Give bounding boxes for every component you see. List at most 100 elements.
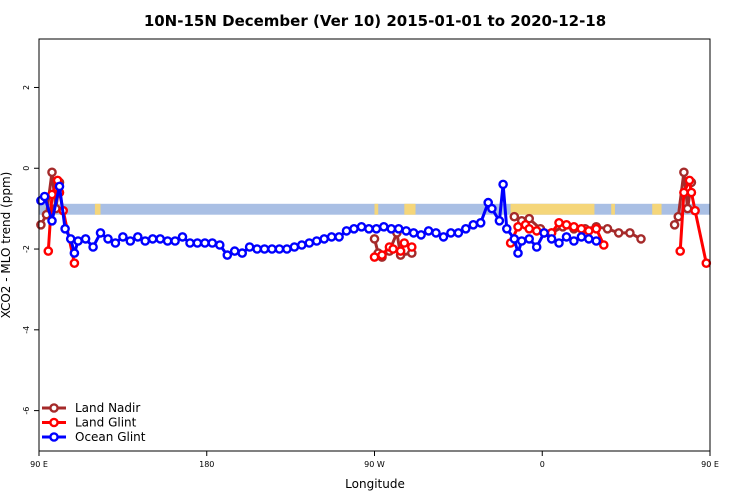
land-segment: [652, 203, 662, 215]
land-glint-point: [576, 223, 587, 234]
ocean-glint-point: [319, 234, 330, 244]
ocean-glint-point: [438, 232, 449, 242]
ocean-glint-point: [431, 228, 441, 238]
land-nadir-point: [47, 167, 57, 178]
land-glint-point: [406, 242, 417, 252]
land-glint-point: [395, 246, 406, 256]
land-glint-point: [675, 246, 686, 256]
x-tick-label: 90 E: [30, 460, 48, 469]
ocean-glint-point: [393, 223, 404, 234]
ocean-glint-point: [95, 228, 106, 238]
land-nadir-point: [682, 203, 693, 214]
ocean-glint-point: [118, 232, 128, 242]
ocean-glint-point: [177, 232, 188, 242]
ocean-glint-point: [446, 228, 456, 238]
ocean-glint-point: [214, 240, 225, 250]
ocean-glint-point: [584, 234, 594, 244]
land-nadir-point: [636, 234, 646, 244]
ocean-glint-point: [513, 248, 523, 258]
land-segment: [94, 203, 101, 215]
ocean-glint-point: [259, 244, 270, 254]
land-nadir-point: [625, 228, 635, 238]
y-tick-label: 0: [22, 166, 31, 171]
land-segment: [404, 203, 416, 215]
ocean-glint-point: [39, 191, 50, 202]
y-tick-label: -6: [22, 407, 31, 415]
land-glint-point: [679, 187, 689, 198]
land-glint-point: [686, 187, 697, 198]
land-nadir-point: [613, 228, 624, 238]
ocean-glint-point: [311, 236, 322, 246]
ocean-glint-point: [386, 223, 397, 234]
ocean-glint-point: [65, 234, 76, 244]
ocean-glint-point: [509, 234, 520, 244]
ocean-glint-point: [539, 228, 549, 238]
ocean-glint-point: [222, 250, 233, 260]
land-glint-point: [388, 244, 398, 254]
x-tick-label: 90 E: [701, 460, 719, 469]
land-glint-line: [678, 178, 708, 264]
ocean-glint-point: [546, 234, 557, 244]
land-glint-point: [554, 217, 564, 228]
ocean-glint-point: [69, 248, 80, 258]
land-glint-point: [524, 223, 535, 234]
land-glint-point: [47, 189, 57, 200]
ocean-glint-point: [162, 236, 173, 246]
ocean-glint-point: [356, 221, 367, 232]
x-tick-label: 90 W: [364, 460, 385, 469]
land-segment: [611, 203, 615, 215]
ocean-glint-point: [237, 248, 247, 258]
ocean-glint-point: [282, 244, 292, 254]
ocean-glint-legend-marker: [49, 432, 59, 442]
ocean-glint-point: [80, 234, 91, 244]
ocean-glint-point: [531, 242, 542, 252]
land-nadir-legend-marker: [49, 403, 59, 413]
land-nadir-point: [36, 219, 46, 230]
ocean-glint-point: [289, 242, 300, 252]
ocean-glint-point: [304, 238, 315, 248]
ocean-glint-legend-label: Ocean Glint: [75, 430, 146, 444]
ocean-glint-point: [378, 221, 389, 232]
ocean-glint-point: [274, 244, 285, 254]
ocean-glint-point: [569, 236, 579, 246]
y-tick-label: 2: [22, 85, 31, 90]
land-glint-point: [43, 246, 54, 256]
land-glint-point: [399, 238, 410, 248]
y-tick-label: -2: [22, 245, 31, 253]
ocean-glint-point: [475, 217, 486, 228]
land-nadir-point: [602, 223, 613, 234]
x-tick-label: 180: [199, 460, 214, 469]
series-layer: [36, 167, 712, 269]
ocean-glint-point: [47, 215, 57, 226]
ocean-glint-point: [267, 244, 277, 254]
ocean-glint-point: [140, 236, 150, 246]
land-segment: [374, 203, 379, 215]
ocean-glint-point: [498, 179, 508, 190]
ocean-glint-point: [132, 232, 143, 242]
land-glint-point: [569, 221, 579, 232]
ocean-glint-point: [125, 236, 136, 246]
ocean-glint-point: [468, 219, 479, 230]
ocean-glint-point: [371, 223, 382, 234]
land-glint-point: [684, 175, 695, 186]
ocean-glint-point: [349, 223, 359, 234]
y-tick-label: -4: [22, 326, 31, 334]
ocean-glint-point: [494, 215, 505, 226]
ocean-glint-point: [334, 232, 344, 242]
ocean-glint-point: [244, 242, 255, 252]
ocean-glint-point: [88, 242, 98, 252]
land-nadir-point: [509, 211, 520, 222]
ocean-glint-point: [524, 234, 535, 244]
land-glint-point: [377, 250, 387, 260]
land-glint-point: [561, 219, 572, 230]
land-glint-point: [369, 252, 380, 262]
x-axis-label: Longitude: [345, 477, 405, 491]
land-glint-point: [531, 226, 542, 236]
ocean-glint-point: [516, 236, 527, 246]
ocean-glint-point: [54, 181, 65, 192]
plot-frame: [38, 38, 711, 452]
ocean-glint-point: [192, 238, 203, 248]
land-nadir-legend-label: Land Nadir: [75, 401, 140, 415]
